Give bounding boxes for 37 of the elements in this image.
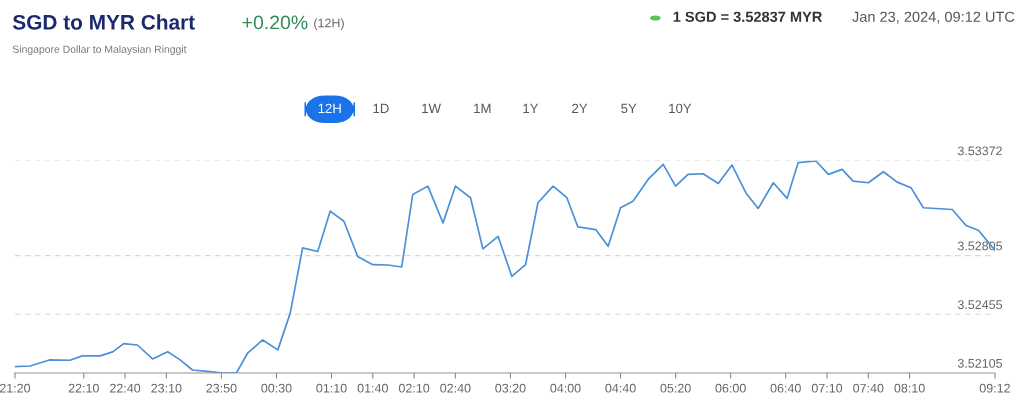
x-tick-label: 01:40 bbox=[357, 383, 388, 393]
x-tick-label: 09:12 bbox=[979, 383, 1010, 393]
x-tick-label: 23:10 bbox=[151, 383, 182, 393]
x-tick-label: 07:10 bbox=[811, 383, 843, 393]
x-tick-label: 02:40 bbox=[440, 383, 471, 393]
y-tick-label: 3.52105 bbox=[957, 358, 1003, 368]
y-tick-label: 3.52455 bbox=[957, 300, 1003, 310]
x-tick-label: 23:50 bbox=[206, 383, 237, 393]
x-tick-label: 21:20 bbox=[0, 383, 31, 393]
x-tick-label: 06:40 bbox=[770, 383, 801, 393]
text: (12H) bbox=[314, 18, 344, 30]
chart-subtitle: Singapore Dollar to Malaysian Ringgit bbox=[12, 45, 187, 55]
text: 1 SGD = 3.52837 MYR bbox=[673, 11, 823, 22]
x-tick-label: 04:40 bbox=[605, 383, 636, 393]
x-tick-label: 07:40 bbox=[853, 383, 884, 393]
x-tick-label: 04:00 bbox=[550, 383, 581, 393]
text: 1W bbox=[422, 103, 441, 113]
text: 1D bbox=[373, 103, 389, 113]
x-tick-label: 02:10 bbox=[398, 383, 430, 393]
x-tick-label: 08:10 bbox=[894, 383, 925, 393]
x-tick-label: 00:30 bbox=[261, 383, 292, 393]
text: Jan 23, 2024, 09:12 UTC bbox=[852, 11, 1015, 24]
x-tick-label: 01:10 bbox=[316, 383, 347, 393]
text: 12H bbox=[318, 103, 341, 113]
text: +0.20% bbox=[242, 15, 308, 30]
y-tick-label: 3.53372 bbox=[957, 146, 1002, 156]
chart-title: SGD to MYR Chart bbox=[12, 14, 195, 30]
text: 1Y bbox=[523, 103, 539, 113]
text: 5Y bbox=[621, 103, 637, 114]
x-tick-label: 03:20 bbox=[495, 383, 526, 393]
x-tick-label: 22:10 bbox=[68, 383, 99, 393]
text: 1M bbox=[474, 103, 491, 113]
text: 10Y bbox=[669, 103, 692, 114]
x-tick-label: 05:20 bbox=[660, 383, 691, 393]
text: 2Y bbox=[572, 103, 588, 113]
x-tick-label: 22:40 bbox=[110, 383, 141, 393]
x-tick-label: 06:00 bbox=[715, 383, 746, 393]
